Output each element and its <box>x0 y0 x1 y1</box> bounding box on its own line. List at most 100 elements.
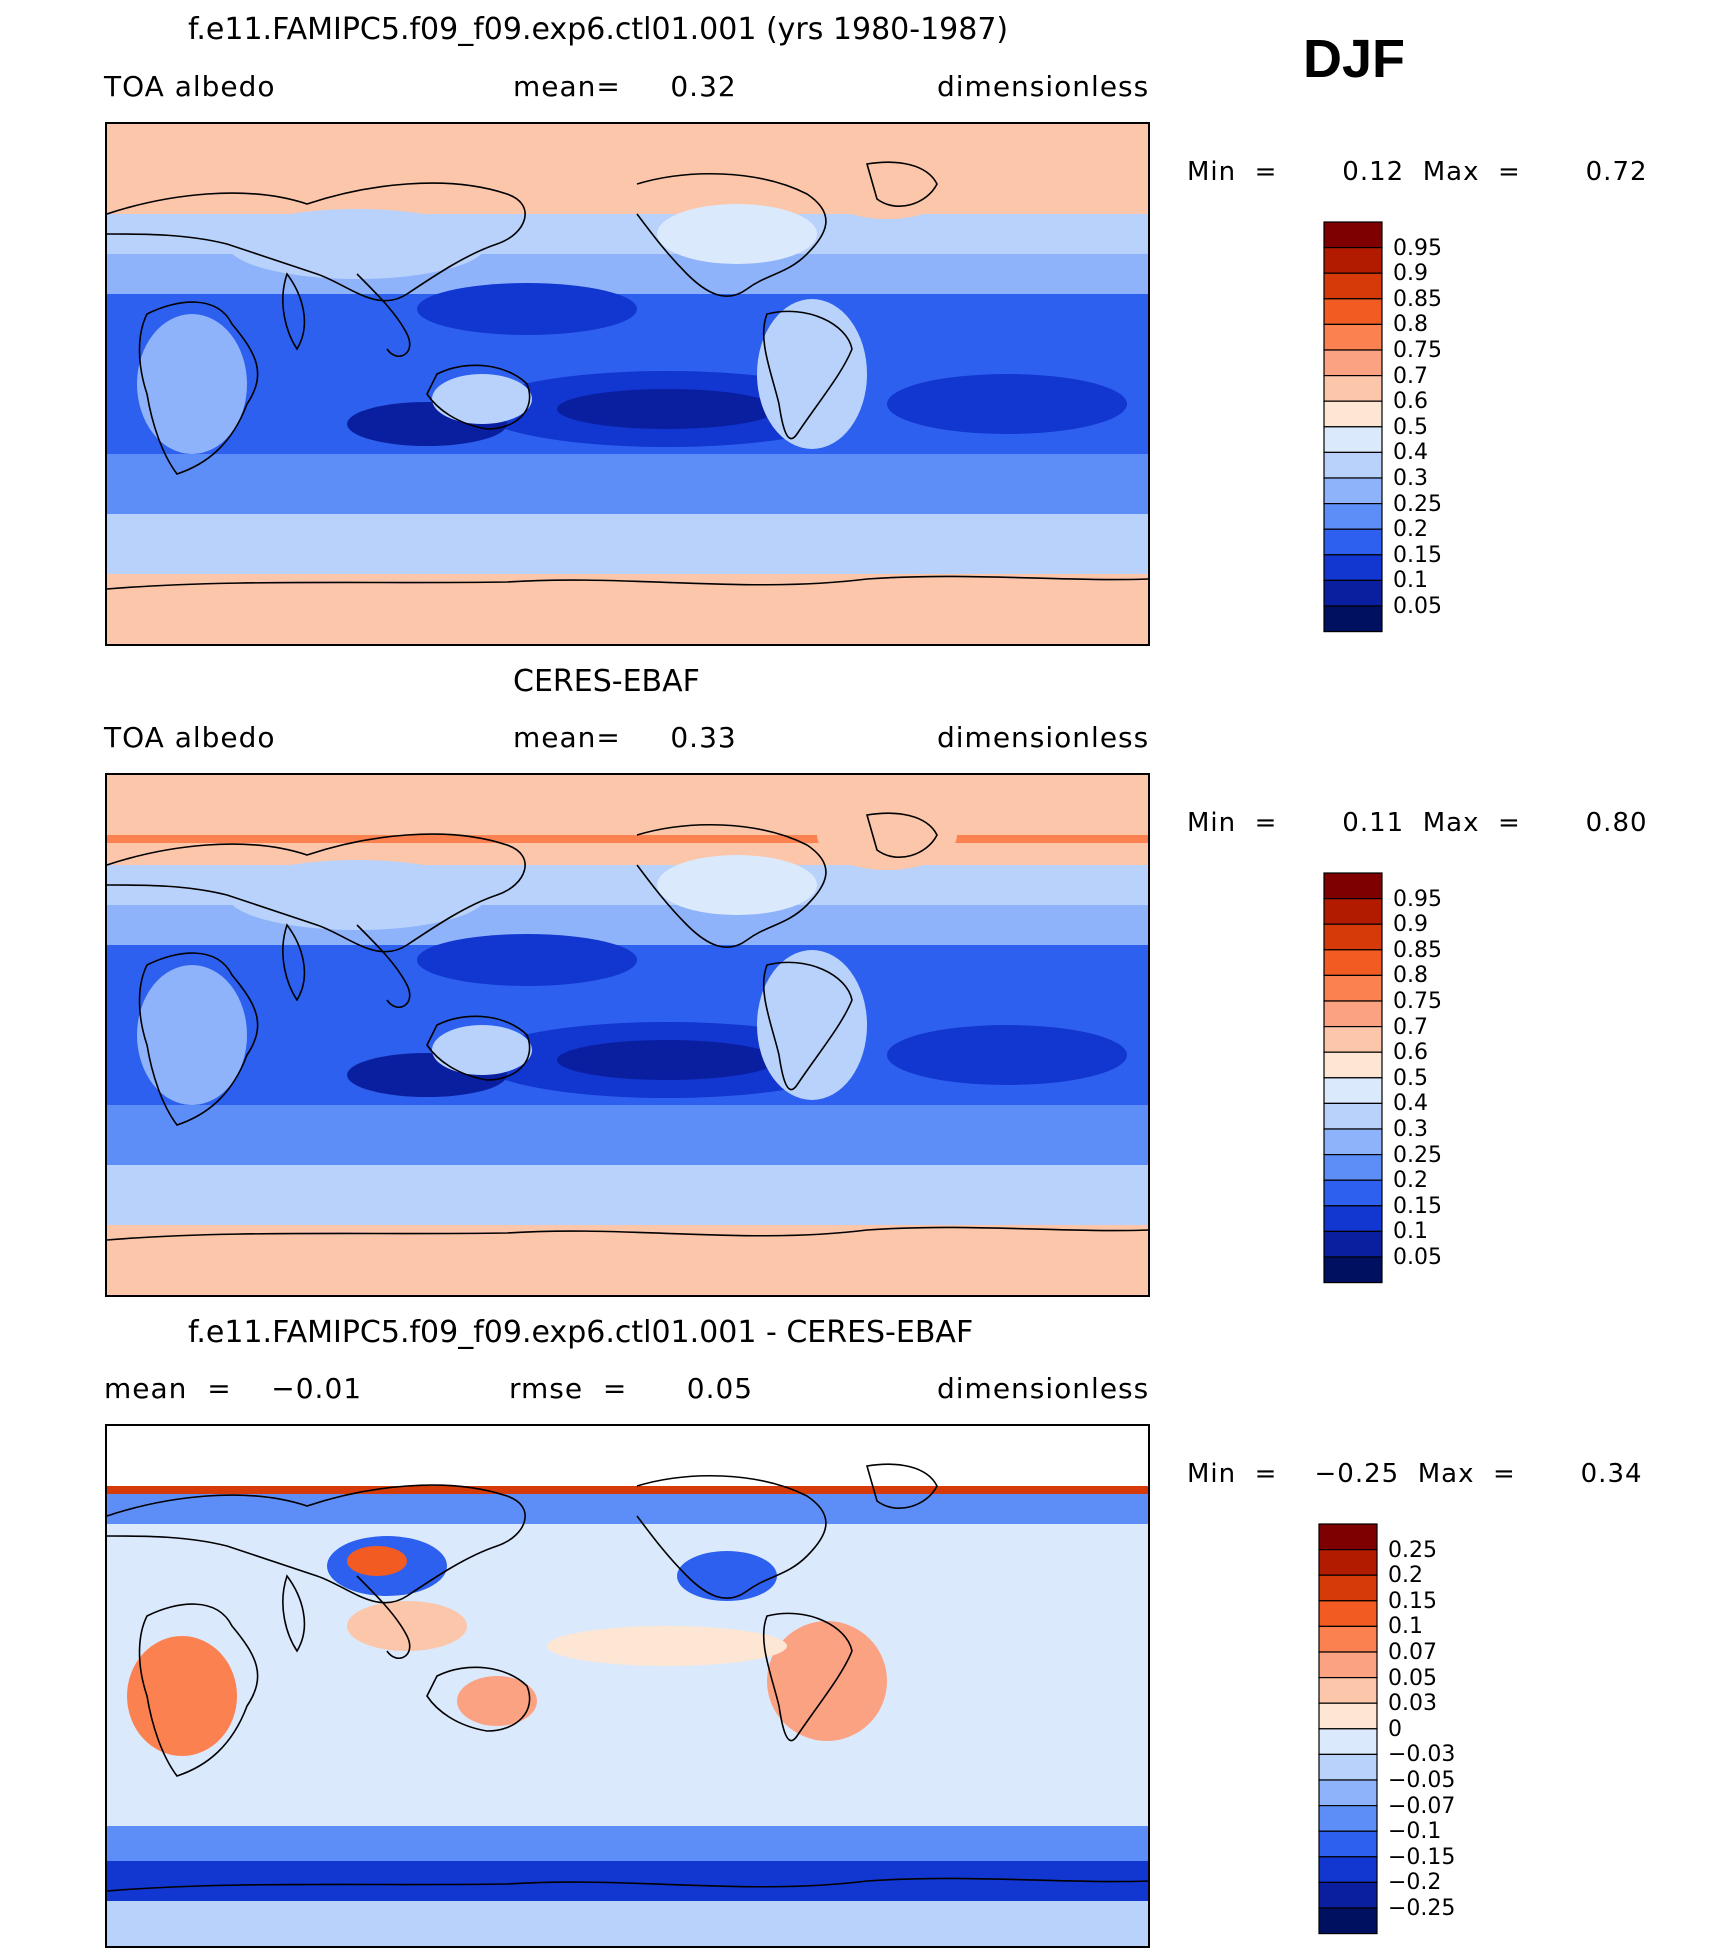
contour-band <box>107 775 1148 865</box>
colorbar-tick-label: 0 <box>1388 1716 1402 1742</box>
colorbar-tick-label: 0.07 <box>1388 1640 1437 1665</box>
panel-3-rmse-label: rmse = 0.05 <box>509 1372 754 1405</box>
panel-3-units-label: dimensionless <box>937 1372 1150 1405</box>
panel-1-title: f.e11.FAMIPC5.f09_f09.exp6.ctl01.001 (yr… <box>188 12 1009 47</box>
coastline <box>282 1574 306 1653</box>
contour-region <box>347 1601 467 1651</box>
contour-band <box>107 1426 1148 1486</box>
contour-region <box>817 149 957 219</box>
colorbar-swatch <box>1323 272 1383 300</box>
colorbar-swatch <box>1323 503 1383 530</box>
contour-band <box>107 454 1148 514</box>
coastline <box>138 301 259 475</box>
colorbar-swatch <box>1318 1881 1378 1909</box>
panel-2-units-label: dimensionless <box>937 721 1150 754</box>
panel-2-mean-label: mean= 0.33 <box>513 721 737 754</box>
colorbar-tick-label: 0.9 <box>1393 261 1428 287</box>
contour-region <box>417 283 637 335</box>
coastline <box>107 1484 526 1604</box>
contour-band <box>107 574 1148 644</box>
colorbar-swatch <box>1318 1753 1378 1781</box>
colorbar-tick-label: 0.1 <box>1388 1614 1423 1640</box>
colorbar-swatch <box>1323 1026 1383 1053</box>
colorbar-tick-label: 0.3 <box>1393 466 1428 491</box>
contour-band <box>107 1861 1148 1901</box>
colorbar-tick-label: 0.75 <box>1393 989 1442 1014</box>
contour-region <box>127 1636 237 1756</box>
panel-1-variable-label: TOA albedo <box>104 70 276 103</box>
panel-3-colorbar: 0.25 0.2 0.15 0.1 0.07 0.05 0.03 0 −0.03 −0.05 −0.… <box>1318 1523 1455 1940</box>
colorbar-swatch <box>1318 1600 1378 1628</box>
contour-band <box>107 1105 1148 1165</box>
colorbar-tick-label: 0.25 <box>1388 1537 1437 1563</box>
panel-2-colorbar: 0.95 0.9 0.85 0.8 0.75 0.7 0.6 0.5 0.4 0.3 0.25 0.2… <box>1323 872 1442 1289</box>
panel-1-mean-label: mean= 0.32 <box>513 70 737 103</box>
coastline <box>282 272 306 351</box>
colorbar-swatch <box>1323 1051 1383 1079</box>
contour-band <box>107 835 1148 843</box>
colorbar-swatch <box>1318 1805 1378 1832</box>
colorbar-tick-label: 0.2 <box>1393 517 1428 543</box>
coastline <box>107 575 1148 590</box>
panel-2-map <box>105 773 1150 1297</box>
colorbar-swatch <box>1318 1523 1378 1551</box>
colorbar-swatch <box>1323 872 1383 900</box>
colorbar-boxes <box>1323 872 1383 1284</box>
panel-1-units-label: dimensionless <box>937 70 1150 103</box>
colorbar-tick-label: 0.05 <box>1393 594 1442 619</box>
contour-region <box>137 314 247 454</box>
coastline <box>865 812 938 859</box>
colorbar-swatch <box>1323 298 1383 326</box>
colorbar-tick-label: 0.8 <box>1393 963 1428 989</box>
contour-region <box>227 860 487 930</box>
colorbar-tick-label: −0.1 <box>1388 1819 1442 1845</box>
colorbar-tick-label: −0.25 <box>1388 1896 1456 1921</box>
coastline <box>356 924 411 1008</box>
panel-3-minmax: Min = −0.25 Max = 0.34 <box>1187 1459 1643 1489</box>
colorbar-tick-label: −0.2 <box>1388 1870 1442 1896</box>
contour-region <box>432 374 532 424</box>
colorbar-tick-label: 0.2 <box>1393 1168 1428 1194</box>
coastline <box>426 364 531 430</box>
colorbar-tick-label: 0.1 <box>1393 568 1428 594</box>
colorbar-swatch <box>1318 1549 1378 1576</box>
contour-region <box>347 1546 407 1576</box>
colorbar-tick-label: 0.2 <box>1388 1563 1423 1589</box>
coastline <box>636 172 827 298</box>
panel-3-contour-map <box>107 1426 1148 1946</box>
colorbar-swatch <box>1323 1230 1383 1258</box>
colorbar-swatch <box>1323 247 1383 274</box>
colorbar-tick-label: 0.25 <box>1393 491 1442 517</box>
colorbar-swatch <box>1323 349 1383 377</box>
coastline <box>762 961 853 1091</box>
contour-band <box>107 1486 1148 1494</box>
contour-region <box>557 389 777 429</box>
colorbar-tick-label: 0.15 <box>1388 1588 1437 1614</box>
colorbar-tick-label: 0.5 <box>1393 414 1428 440</box>
contour-region <box>657 855 817 915</box>
contour-region <box>887 1025 1127 1085</box>
colorbar-tick-label: 0.1 <box>1393 1219 1428 1245</box>
colorbar-swatch <box>1323 579 1383 607</box>
coastline <box>107 1877 1148 1892</box>
colorbar-swatch <box>1323 1179 1383 1207</box>
coastline <box>865 161 938 208</box>
coastline <box>426 1015 531 1081</box>
colorbar-tick-label: −0.07 <box>1388 1793 1456 1819</box>
colorbar-swatch <box>1323 1205 1383 1232</box>
season-label: DJF <box>1303 29 1406 89</box>
contour-region <box>417 934 637 986</box>
contour-band <box>107 124 1148 214</box>
contour-region <box>457 1676 537 1726</box>
colorbar-swatch <box>1323 1000 1383 1028</box>
colorbar-tick-label: 0.7 <box>1393 1014 1428 1040</box>
colorbar-boxes <box>1318 1523 1378 1935</box>
colorbar-swatch <box>1318 1830 1378 1858</box>
colorbar-swatch <box>1323 1077 1383 1105</box>
contour-region <box>137 965 247 1105</box>
colorbar-swatch <box>1323 974 1383 1002</box>
panel-3-title: f.e11.FAMIPC5.f09_f09.exp6.ctl01.001 - C… <box>188 1315 974 1350</box>
coastline <box>138 1603 259 1777</box>
colorbar-swatch <box>1318 1728 1378 1756</box>
colorbar-swatch <box>1323 605 1383 633</box>
